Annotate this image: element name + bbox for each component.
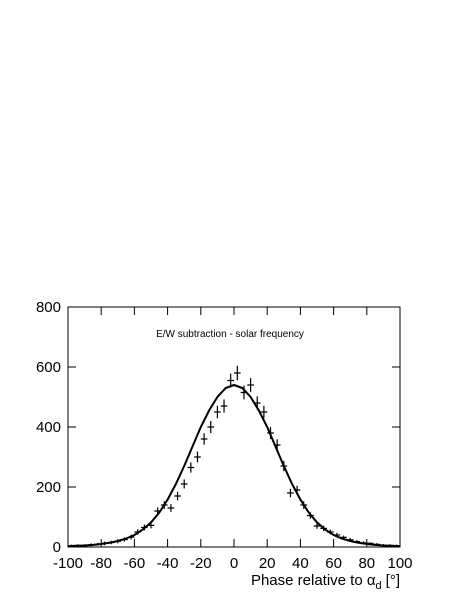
- x-tick-label: 40: [292, 555, 309, 572]
- data-point: [167, 504, 175, 512]
- data-point: [234, 365, 241, 381]
- x-tick-label: 80: [358, 555, 375, 572]
- x-tick-label: -40: [157, 555, 179, 572]
- x-label-subscript: d: [376, 580, 382, 592]
- data-point: [247, 378, 254, 392]
- data-point: [287, 488, 294, 498]
- data-point: [180, 479, 188, 489]
- x-tick-label: 100: [387, 555, 412, 572]
- x-tick-label: 20: [259, 555, 276, 572]
- x-tick-label: 0: [230, 555, 238, 572]
- fit-curve: [67, 383, 401, 548]
- y-tick-label: 600: [36, 359, 61, 376]
- x-tick-label: -80: [90, 555, 112, 572]
- data-point: [220, 399, 228, 413]
- data-point: [194, 451, 201, 463]
- data-point: [200, 433, 208, 445]
- plot-frame: [67, 306, 401, 548]
- data-point: [214, 405, 221, 419]
- annotation: E/W subtraction - solar frequency: [156, 329, 304, 340]
- x-tick-label: -100: [53, 555, 83, 572]
- data-point: [187, 462, 195, 473]
- y-tick-label: 400: [36, 419, 61, 436]
- y-tick-label: 200: [36, 479, 61, 496]
- y-tick-label: 0: [53, 539, 61, 556]
- x-axis-label: Phase relative to αd [°]: [251, 572, 400, 592]
- x-label-text: Phase relative to α: [251, 572, 376, 589]
- data-point: [260, 405, 268, 419]
- y-tick-label: 800: [36, 299, 61, 316]
- x-label-unit: [°]: [386, 572, 400, 589]
- data-point: [207, 421, 215, 433]
- data-point: [174, 491, 181, 501]
- x-tick-label: -60: [124, 555, 146, 572]
- x-tick-label: -20: [190, 555, 212, 572]
- data-point: [227, 373, 234, 388]
- data-point: [313, 523, 321, 529]
- x-tick-label: 60: [325, 555, 342, 572]
